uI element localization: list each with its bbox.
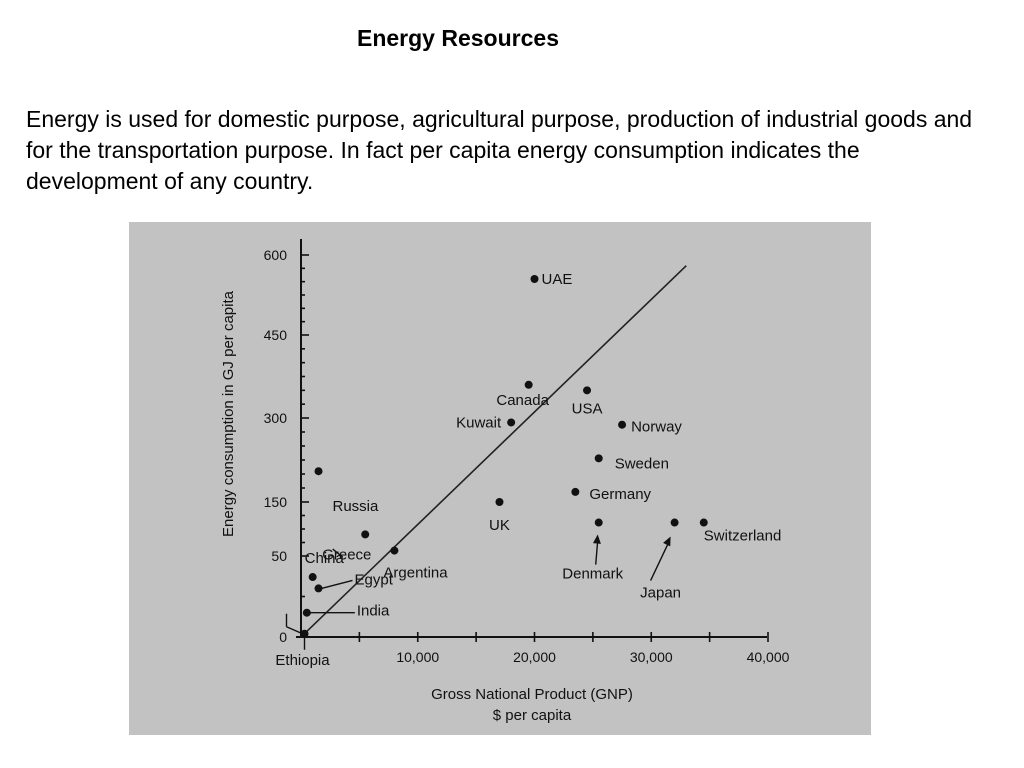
point-denmark [594,518,603,527]
point-label-sweden: Sweden [615,455,669,472]
point-label-germany: Germany [589,486,651,503]
point-russia [314,467,323,476]
y-tick-label: 600 [264,247,288,263]
point-india [302,608,311,617]
y-axis-title: Energy consumption in GJ per capita [220,290,237,537]
x-tick-label: 10,000 [396,649,439,665]
point-label-egypt: Egypt [355,571,394,588]
x-axis-units: $ per capita [493,707,572,724]
x-tick-label: 30,000 [630,649,673,665]
point-label-uae: UAE [542,271,573,288]
energy-gnp-chart: 0 50 150 300 450 600 10,000 20,000 30,000 40,000… [129,222,871,735]
point-canada [524,380,533,389]
japan-arrow-head [663,536,671,547]
denmark-arrow-head [592,534,601,544]
y-tick-label: 300 [264,410,288,426]
point-usa [583,386,592,395]
point-switzerland [699,518,708,527]
china-leader-line [332,548,344,558]
y-axis-ticks: 0 50 150 300 450 600 [264,247,309,645]
japan-arrow-line [649,542,670,581]
point-uae [530,275,539,283]
point-label-china: China [305,550,345,567]
point-label-japan: Japan [640,585,681,602]
slide-title: Energy Resources [357,25,559,51]
point-label-uk: UK [489,517,510,534]
point-norway [618,420,627,429]
point-sweden [594,454,603,463]
point-kuwait [507,418,516,427]
x-tick-label: 20,000 [513,649,556,665]
x-axis-ticks: 10,000 20,000 30,000 40,000 [358,632,790,665]
point-label-india: India [357,603,390,620]
point-label-ethiopia: Ethiopia [275,652,330,669]
point-label-switzerland: Switzerland [704,528,782,545]
point-label-argentina: Argentina [383,565,448,582]
point-label-denmark: Denmark [562,566,623,583]
trend-line [300,265,687,638]
denmark-arrow-line [595,540,599,565]
point-ethiopia [300,629,309,638]
y-tick-label: 450 [264,327,288,343]
point-japan [670,518,679,527]
point-label-kuwait: Kuwait [456,414,502,431]
point-label-canada: Canada [496,392,549,409]
point-china [308,573,317,582]
point-label-usa: USA [572,400,603,417]
x-axis-title: Gross National Product (GNP) [431,686,633,703]
point-greece [361,530,370,539]
y-tick-label: 50 [271,548,287,564]
egypt-leader-line [321,579,353,590]
label-pointers [285,534,671,650]
y-tick-label: 150 [264,494,288,510]
point-label-norway: Norway [631,419,682,436]
point-germany [571,487,580,496]
intro-paragraph: Energy is used for domestic purpose, agr… [26,106,973,194]
point-argentina [390,546,399,555]
ethiopia-bracket-diag [286,626,303,635]
point-egypt [314,584,323,593]
point-label-russia: Russia [333,498,380,515]
y-tick-label: 0 [279,629,287,645]
x-tick-label: 40,000 [747,649,790,665]
data-points: UAE Canada USA Kuwait Norway Sweden Russia Germ… [275,271,781,669]
point-uk [495,498,504,506]
chart-canvas: 0 50 150 300 450 600 10,000 20,000 30,000 40,000… [220,239,790,724]
